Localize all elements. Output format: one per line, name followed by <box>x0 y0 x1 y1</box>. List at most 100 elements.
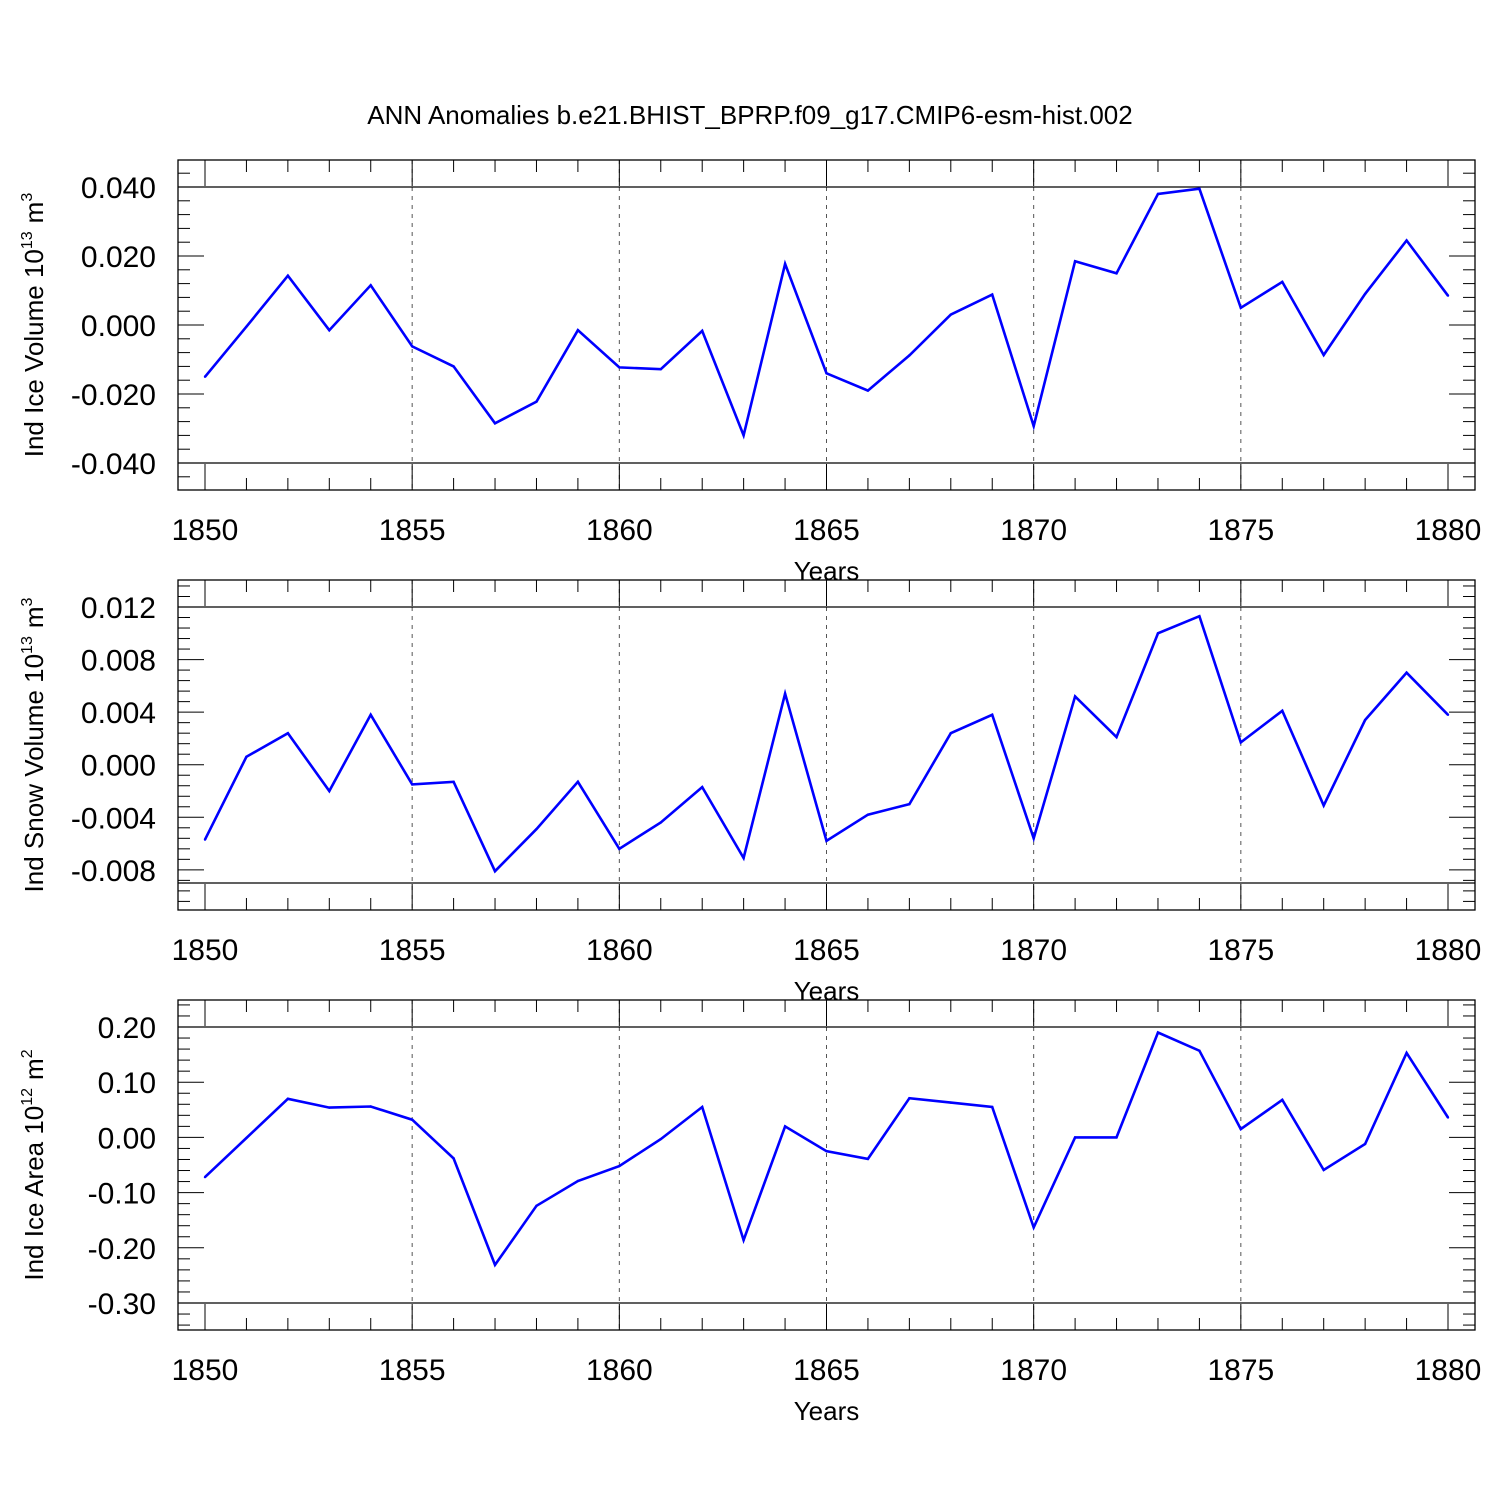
data-point <box>245 325 248 328</box>
data-point <box>1363 718 1367 722</box>
x-tick-label: 1850 <box>172 1354 239 1387</box>
data-point <box>1446 1116 1450 1119</box>
data-point <box>1446 713 1450 716</box>
data-point <box>866 813 870 816</box>
y-tick-label: 0.004 <box>81 697 156 730</box>
data-point <box>1032 1226 1035 1229</box>
data-point <box>825 372 828 375</box>
data-point <box>203 1175 207 1179</box>
data-point <box>659 1137 662 1141</box>
data-point <box>1322 353 1325 357</box>
data-point <box>369 284 372 287</box>
y-axis-label: Ind Snow Volume 1013 m3 <box>19 597 49 892</box>
data-point <box>286 731 290 735</box>
data-point <box>1156 192 1160 196</box>
data-point <box>949 313 952 316</box>
data-point <box>328 789 331 793</box>
y-tick-label: 0.20 <box>98 1012 156 1045</box>
data-point <box>1073 695 1077 698</box>
y-tick-label: -0.20 <box>88 1233 156 1266</box>
y-tick-label: 0.10 <box>98 1067 156 1100</box>
data-point <box>701 1105 704 1109</box>
x-tick-label: 1870 <box>1000 514 1067 547</box>
panel-3: -0.30 -0.20 -0.10 0.00 0.10 0.20 1850 1855 1860 1… <box>19 999 1482 1426</box>
y-tick-label: -0.008 <box>71 855 156 888</box>
data-point <box>783 1125 787 1128</box>
data-point <box>1198 187 1201 190</box>
data-point <box>328 328 331 332</box>
data-point <box>452 1157 455 1160</box>
data-point <box>1322 804 1325 807</box>
data-point <box>1446 294 1450 297</box>
data-point <box>493 869 497 873</box>
y-axis-label-unit: m <box>19 1058 49 1080</box>
data-point <box>1239 741 1243 744</box>
y-axis-label-unit: m <box>19 202 49 224</box>
data-point <box>493 422 497 425</box>
data-point <box>908 802 911 806</box>
data-point <box>618 1164 621 1168</box>
data-point <box>1363 292 1367 296</box>
x-tick-label: 1880 <box>1415 1354 1482 1387</box>
y-tick-label: -0.020 <box>71 379 156 412</box>
data-point <box>701 785 704 789</box>
data-point <box>991 293 994 296</box>
x-tick-label: 1880 <box>1415 934 1482 967</box>
y-axis-label: Ind Ice Area 1012 m2 <box>19 1049 49 1280</box>
y-axis-label-exponent: 12 <box>19 1088 36 1106</box>
y-axis-label-text: Ind Snow Volume 10 <box>19 654 49 893</box>
x-tick-label: 1880 <box>1415 514 1482 547</box>
data-point <box>1363 1142 1367 1146</box>
data-point <box>1239 306 1243 309</box>
y-axis-label: Ind Ice Volume 1013 m3 <box>19 193 49 458</box>
x-tick-label: 1865 <box>793 514 860 547</box>
y-axis-label-unit: m <box>19 606 49 628</box>
data-point <box>576 780 580 783</box>
x-tick-label: 1865 <box>793 1354 860 1387</box>
y-tick-label: 0.040 <box>81 172 156 205</box>
data-point <box>949 1101 952 1104</box>
data-point <box>1115 1136 1118 1139</box>
data-point <box>535 827 538 831</box>
data-point <box>991 713 994 716</box>
x-tick-label: 1850 <box>172 514 239 547</box>
data-point <box>1156 632 1160 635</box>
data-point <box>286 1097 290 1100</box>
y-tick-label: 0.00 <box>98 1122 156 1155</box>
data-point <box>1073 1136 1077 1139</box>
data-point <box>618 847 621 851</box>
data-point <box>742 1238 745 1242</box>
data-point <box>908 1097 911 1100</box>
y-axis-label-unit-exponent: 3 <box>19 597 36 606</box>
data-point <box>1073 259 1077 263</box>
data-point <box>1032 837 1035 840</box>
data-point <box>1405 239 1408 242</box>
data-point <box>410 1118 414 1121</box>
data-point <box>576 1179 580 1183</box>
data-point <box>866 1157 870 1161</box>
data-point <box>1239 1127 1243 1131</box>
x-tick-label: 1875 <box>1207 1354 1274 1387</box>
y-tick-label: -0.10 <box>88 1178 156 1211</box>
data-point <box>1322 1168 1325 1172</box>
data-point <box>949 731 952 735</box>
data-point <box>576 328 580 332</box>
data-point <box>286 274 290 277</box>
data-point <box>369 713 372 716</box>
x-tick-label: 1855 <box>379 514 446 547</box>
x-tick-label: 1865 <box>793 934 860 967</box>
data-point <box>369 1105 372 1108</box>
data-point <box>535 400 538 403</box>
data-point <box>1198 1049 1201 1052</box>
y-axis-label-exponent: 13 <box>19 231 36 249</box>
y-tick-label: 0.020 <box>81 241 156 274</box>
data-point <box>742 856 745 860</box>
panels: -0.040 -0.020 0.000 0.020 0.040 1850 1855 1860 1… <box>19 159 1482 1426</box>
y-axis-label-text: Ind Ice Area 10 <box>19 1106 49 1281</box>
x-tick-label: 1850 <box>172 934 239 967</box>
data-point <box>1281 1098 1284 1102</box>
x-tick-label: 1855 <box>379 1354 446 1387</box>
data-point <box>493 1263 497 1267</box>
